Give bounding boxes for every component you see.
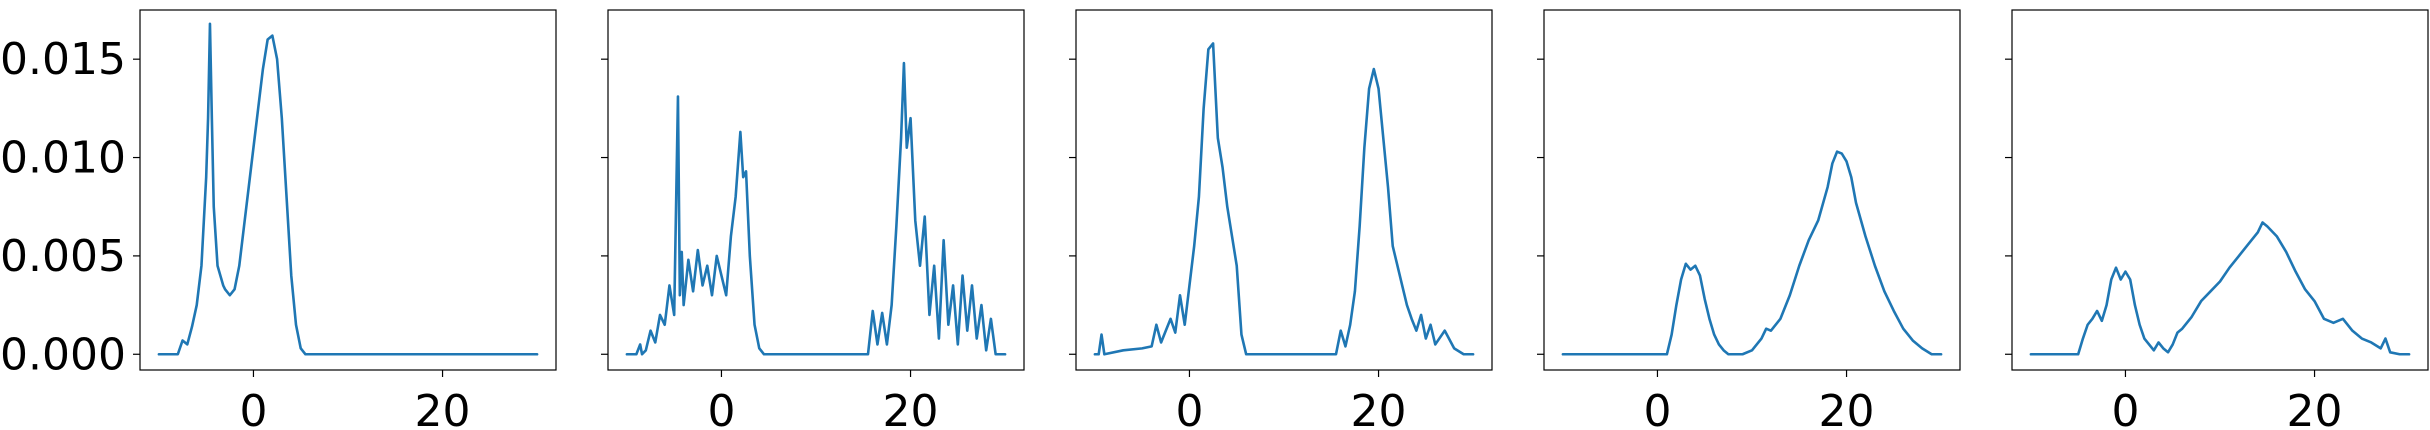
x-tick-label: 0 [1643, 386, 1671, 430]
axes-frame-2 [607, 9, 1025, 371]
y-tick-label: 0.000 [0, 329, 126, 380]
x-tick-label: 0 [1175, 386, 1203, 430]
x-tick-label: 0 [2111, 386, 2139, 430]
x-tick-label: 20 [415, 386, 471, 430]
series-line-1-1 [157, 22, 539, 356]
subplot-2: 0 20 [601, 9, 1025, 430]
y-tick-label: 0.010 [0, 133, 126, 184]
y-tick-label: 0.015 [0, 34, 126, 85]
series-line-5-1 [2029, 221, 2411, 356]
subplot-1: 0 20 0.000 0.005 0.010 0.015 [0, 9, 557, 430]
axes-frame-3 [1075, 9, 1493, 371]
x-tick-label: 20 [883, 386, 939, 430]
y-tick-label: 0.005 [0, 231, 126, 282]
axes-frame-5 [2011, 9, 2429, 371]
x-tick-label: 20 [1819, 386, 1875, 430]
x-tick-label: 0 [239, 386, 267, 430]
x-tick-label: 0 [707, 386, 735, 430]
subplots: 0 20 0.000 0.005 0.010 0.015 0 20 0 20 0 20 0 20 [0, 9, 2429, 430]
x-tick-label: 20 [1351, 386, 1407, 430]
subplot-3: 0 20 [1069, 9, 1493, 430]
axes-frame-1 [139, 9, 557, 371]
subplot-5: 0 20 [2005, 9, 2429, 430]
subplot-4: 0 20 [1537, 9, 1961, 430]
series-line-3-1 [1093, 42, 1475, 356]
axes-frame-4 [1543, 9, 1961, 371]
x-tick-label: 20 [2287, 386, 2343, 430]
series-line-2-1 [625, 61, 1007, 356]
series-line-4-1 [1561, 150, 1943, 356]
